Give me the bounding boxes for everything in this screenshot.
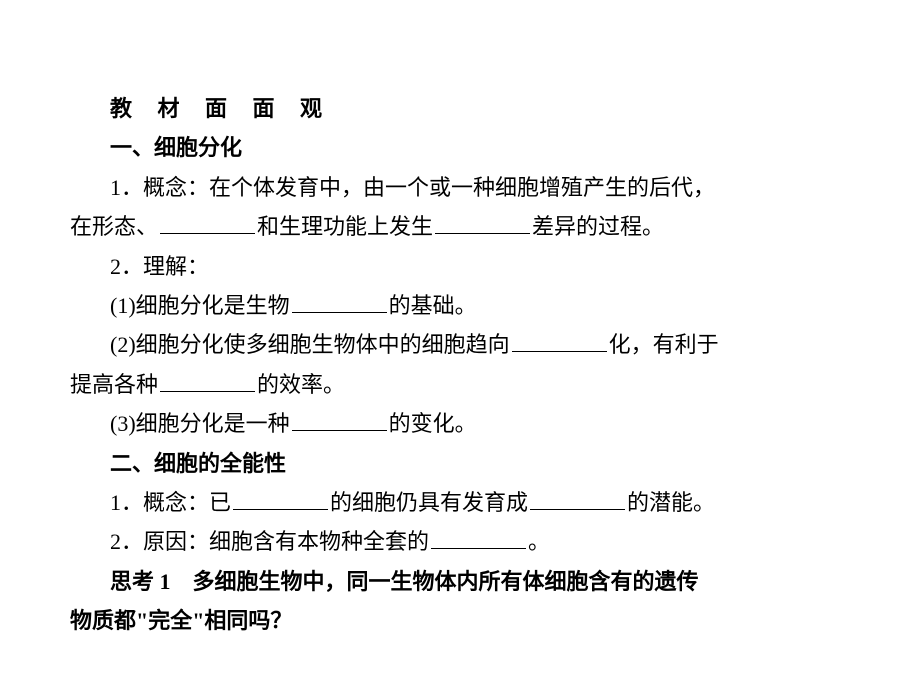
text-fragment: (1)细胞分化是生物 [110,293,290,318]
text-fragment: 化，有利于 [609,332,719,357]
section1-item1-line1: 1．概念：在个体发育中，由一个或一种细胞增殖产生的后代， [110,169,850,206]
section2-item1: 1．概念：已 的细胞仍具有发育成 的潜能。 [110,484,850,521]
text-concept: 1．概念：在个体发育中，由一个或一种细胞增殖产生的后代， [110,175,715,200]
text-fragment: 差异的过程。 [532,214,664,239]
text-fragment: 。 [528,529,550,554]
section1-title: 一、细胞分化 [110,129,850,166]
text-fragment: 的潜能。 [627,490,715,515]
text-fragment: 的细胞仍具有发育成 [330,490,528,515]
section1-item2-sub2-line1: (2)细胞分化使多细胞生物体中的细胞趋向 化，有利于 [110,326,850,363]
section1-item2-sub2-line2: 提高各种 的效率。 [70,366,850,403]
text-fragment: 2．原因：细胞含有本物种全套的 [110,529,429,554]
blank-fill [512,330,607,352]
section1-item1-line2: 在形态、 和生理功能上发生 差异的过程。 [70,208,850,245]
text-fragment: 的基础。 [389,293,477,318]
blank-fill [160,370,255,392]
blank-fill [292,291,387,313]
text-fragment: 和生理功能上发生 [257,214,433,239]
thinking-line2: 物质都"完全"相同吗？ [70,602,850,639]
blank-fill [530,488,625,510]
blank-fill [435,212,530,234]
text-fragment: (2)细胞分化使多细胞生物体中的细胞趋向 [110,332,510,357]
section1-item2-title: 2．理解： [110,248,850,285]
header-title: 教 材 面 面 观 [110,90,850,127]
section1-item2-sub1: (1)细胞分化是生物 的基础。 [110,287,850,324]
blank-fill [292,409,387,431]
text-fragment: 提高各种 [70,372,158,397]
section1-item2-sub3: (3)细胞分化是一种 的变化。 [110,405,850,442]
blank-fill [233,488,328,510]
text-fragment: (3)细胞分化是一种 [110,411,290,436]
text-fragment: 在形态、 [70,214,158,239]
section2-title: 二、细胞的全能性 [110,445,850,482]
blank-fill [431,527,526,549]
text-fragment: 1．概念：已 [110,490,231,515]
text-fragment: 的变化。 [389,411,477,436]
thinking-line1: 思考 1 多细胞生物中，同一生物体内所有体细胞含有的遗传 [110,563,850,600]
blank-fill [160,212,255,234]
text-fragment: 的效率。 [257,372,345,397]
section2-item2: 2．原因：细胞含有本物种全套的 。 [110,523,850,560]
